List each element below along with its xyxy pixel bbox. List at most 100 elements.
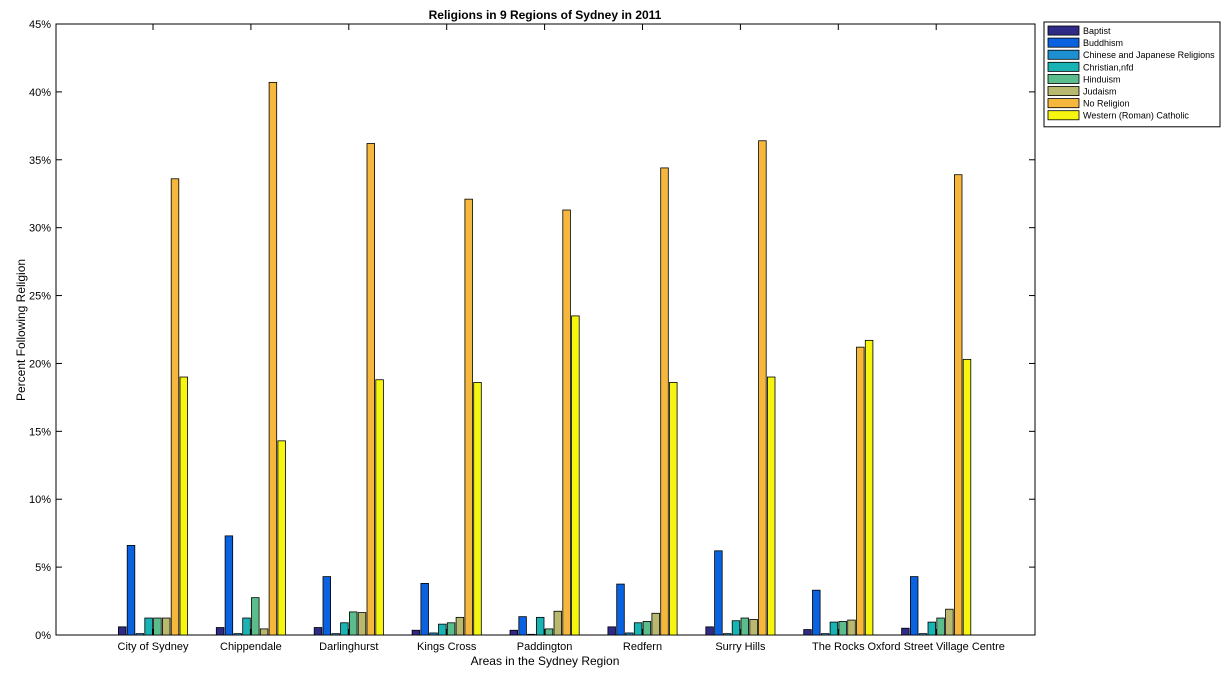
bar-chinese-and-japanese-religions xyxy=(625,632,634,636)
y-tick-label: 45% xyxy=(29,19,51,31)
bar-no-religion xyxy=(758,140,767,636)
bar-hinduism xyxy=(740,617,749,636)
bar-christian-nfd xyxy=(633,622,643,636)
bar-chinese-and-japanese-religions xyxy=(723,633,732,636)
bar-western-roman-catholic xyxy=(277,440,286,636)
legend-swatch xyxy=(1047,61,1080,72)
legend-swatch xyxy=(1047,110,1080,121)
bar-western-roman-catholic xyxy=(864,339,874,636)
y-tick-label: 20% xyxy=(29,358,51,370)
bar-buddhism xyxy=(812,589,821,636)
bar-christian-nfd xyxy=(438,623,447,636)
bar-judaism xyxy=(847,619,856,636)
y-tick-label: 30% xyxy=(29,223,51,235)
x-tick-label: Oxford Street Village Centre xyxy=(868,641,1005,653)
y-tick-label: 0% xyxy=(35,630,51,642)
bar-chinese-and-japanese-religions xyxy=(429,632,438,636)
legend-label: Buddhism xyxy=(1083,38,1123,48)
y-tick-label: 35% xyxy=(29,155,51,167)
bar-christian-nfd xyxy=(829,621,839,636)
legend-swatch xyxy=(1047,86,1080,97)
bar-hinduism xyxy=(838,621,847,636)
x-tick-label: Kings Cross xyxy=(417,641,477,653)
bar-hinduism xyxy=(544,628,554,636)
bar-western-roman-catholic xyxy=(962,358,972,636)
bar-buddhism xyxy=(616,583,625,636)
y-tick-label: 40% xyxy=(29,87,51,99)
bar-judaism xyxy=(259,628,269,636)
bar-no-religion xyxy=(660,167,669,636)
bar-chinese-and-japanese-religions xyxy=(233,633,242,636)
bar-chinese-and-japanese-religions xyxy=(331,633,340,636)
bar-christian-nfd xyxy=(144,617,153,636)
bar-no-religion xyxy=(954,174,963,636)
bar-buddhism xyxy=(224,535,234,636)
bar-hinduism xyxy=(153,617,162,636)
chart-title: Religions in 9 Regions of Sydney in 2011 xyxy=(429,8,662,22)
bar-no-religion xyxy=(170,178,180,636)
y-axis-label: Percent Following Religion xyxy=(14,259,28,401)
bar-no-religion xyxy=(856,346,865,636)
bar-no-religion xyxy=(268,81,278,636)
bar-christian-nfd xyxy=(340,622,349,636)
bar-baptist xyxy=(411,629,421,636)
axes-box xyxy=(55,23,1036,636)
legend-label: Western (Roman) Catholic xyxy=(1083,111,1189,121)
legend: Baptist Buddhism Chinese and Japanese Reli… xyxy=(1043,21,1221,128)
x-tick-label: City of Sydney xyxy=(118,641,189,653)
legend-label: Judaism xyxy=(1083,87,1117,97)
bar-judaism xyxy=(651,612,660,636)
bar-baptist xyxy=(509,629,518,636)
bar-no-religion xyxy=(464,198,473,636)
bar-western-roman-catholic xyxy=(473,382,482,636)
y-tick-label: 25% xyxy=(29,291,51,303)
bar-baptist xyxy=(215,627,225,636)
x-axis-label: Areas in the Sydney Region xyxy=(471,654,620,668)
bar-western-roman-catholic xyxy=(669,382,678,636)
bar-hinduism xyxy=(642,621,652,636)
bar-hinduism xyxy=(348,611,358,636)
bar-buddhism xyxy=(910,576,919,636)
y-tick-label: 5% xyxy=(35,562,51,574)
bar-buddhism xyxy=(322,576,331,636)
plot-area: 0% 5% 10% 15% 20% 25% 30% 35% 40% 45% City of Sydn… xyxy=(29,19,1036,653)
bar-chinese-and-japanese-religions xyxy=(527,633,536,636)
bar-baptist xyxy=(803,629,812,636)
bar-christian-nfd xyxy=(242,617,251,636)
bar-hinduism xyxy=(936,617,945,636)
bar-no-religion xyxy=(366,143,375,636)
legend-label: Chinese and Japanese Religions xyxy=(1083,50,1215,60)
bar-hinduism xyxy=(251,597,260,636)
bar-christian-nfd xyxy=(536,616,545,636)
bar-baptist xyxy=(607,626,616,636)
legend-swatch xyxy=(1047,98,1080,109)
bar-chinese-and-japanese-religions xyxy=(918,633,928,636)
bar-baptist xyxy=(901,627,910,636)
x-tick-label: The Rocks xyxy=(812,641,865,653)
bar-judaism xyxy=(945,608,954,636)
bar-christian-nfd xyxy=(927,621,936,636)
bar-buddhism xyxy=(420,583,429,636)
legend-swatch xyxy=(1047,74,1080,84)
bar-judaism xyxy=(161,617,171,636)
bar-judaism xyxy=(553,610,562,636)
bar-chinese-and-japanese-religions xyxy=(135,633,144,636)
bar-western-roman-catholic xyxy=(767,376,776,636)
y-tick-label: 10% xyxy=(29,494,51,506)
y-tick-label: 15% xyxy=(29,426,51,438)
bar-judaism xyxy=(357,612,367,636)
bar-buddhism xyxy=(714,550,723,636)
legend-label: No Religion xyxy=(1083,99,1130,109)
bar-christian-nfd xyxy=(731,620,741,636)
bar-baptist xyxy=(313,627,323,636)
bar-buddhism xyxy=(518,616,527,636)
bar-no-religion xyxy=(562,209,571,636)
x-tick-label: Darlinghurst xyxy=(319,641,378,653)
x-tick-label: Chippendale xyxy=(220,641,282,653)
bar-hinduism xyxy=(446,622,456,636)
bar-western-roman-catholic xyxy=(375,379,384,636)
legend-label: Baptist xyxy=(1083,26,1111,36)
bar-judaism xyxy=(749,618,758,636)
